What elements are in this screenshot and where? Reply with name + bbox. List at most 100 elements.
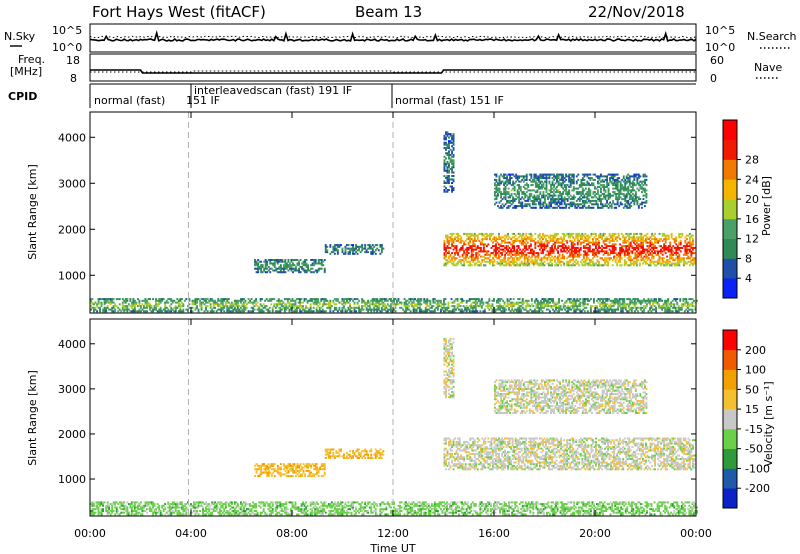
power-cell (132, 298, 135, 301)
power-cell (341, 298, 344, 301)
power-cell (489, 253, 491, 256)
power-cell (513, 246, 516, 249)
power-cell (282, 269, 285, 272)
power-cell (557, 189, 560, 192)
power-cell (553, 198, 555, 201)
power-cell (103, 306, 106, 309)
power-cell (572, 241, 575, 244)
power-cell (176, 306, 179, 309)
power-cell (446, 308, 448, 311)
power-cell (585, 306, 588, 309)
power-cell (608, 248, 611, 251)
power-cell (121, 298, 124, 301)
power-cell (373, 308, 376, 311)
power-cell (657, 262, 659, 265)
power-cell (652, 308, 654, 311)
power-cell (460, 236, 463, 239)
power-cell (364, 251, 367, 254)
power-cell (631, 199, 634, 202)
power-cell (467, 308, 470, 311)
power-cell (446, 175, 449, 177)
power-cell (608, 238, 611, 241)
power-cell (515, 180, 518, 183)
power-cell (522, 248, 525, 251)
power-cell (681, 246, 684, 249)
power-cell (356, 303, 359, 306)
power-cell (635, 255, 638, 258)
power-cell (573, 303, 576, 306)
power-cell (638, 252, 641, 255)
power-cell (611, 234, 614, 237)
power-cell (509, 305, 512, 308)
power-cell (299, 299, 301, 302)
power-cell (658, 238, 661, 241)
power-cell (639, 203, 642, 206)
power-cell (597, 203, 599, 206)
power-cell (578, 196, 581, 199)
power-cell (607, 203, 610, 206)
power-cell (618, 205, 621, 208)
power-cell (577, 303, 580, 306)
power-cell (624, 180, 627, 183)
power-cell (526, 238, 529, 241)
power-cell (613, 203, 616, 206)
power-cell (542, 250, 544, 253)
power-cell (561, 253, 564, 256)
power-cell (630, 205, 633, 208)
power-cell (616, 196, 619, 199)
power-cell (594, 305, 597, 308)
power-cell (267, 259, 270, 261)
power-cell (606, 175, 608, 178)
power-cell (344, 245, 347, 248)
power-cell (448, 246, 450, 249)
power-cell (554, 243, 556, 246)
power-cell (379, 252, 382, 255)
power-cell (693, 257, 696, 260)
power-cell (317, 267, 320, 270)
power-cell (326, 303, 329, 306)
power-cell (616, 173, 619, 176)
power-cell (556, 185, 558, 188)
power-cell (571, 301, 574, 304)
power-cell (443, 239, 446, 242)
power-cell (536, 177, 539, 180)
power-cell (519, 241, 522, 244)
power-cell (606, 184, 608, 187)
power-cell (649, 308, 651, 311)
power-cell (542, 243, 544, 246)
power-cell (560, 199, 563, 202)
power-cell (639, 198, 642, 201)
power-cell (670, 305, 673, 308)
power-cell (447, 301, 450, 304)
power-cell (600, 301, 603, 304)
power-cell (479, 241, 482, 244)
power-cell (664, 238, 667, 241)
power-cell (600, 191, 602, 194)
power-cell (573, 260, 576, 263)
station-title: Fort Hays West (fitACF) (92, 3, 266, 21)
power-cell (571, 201, 574, 204)
power-cell (631, 245, 634, 248)
power-cell (555, 308, 557, 311)
power-cell (238, 299, 241, 302)
power-cell (532, 305, 535, 308)
power-cell (623, 305, 626, 308)
power-cell (617, 234, 620, 237)
power-cell (584, 250, 587, 253)
power-cell (570, 245, 573, 248)
power-cell (607, 194, 610, 197)
power-cell (628, 189, 631, 192)
power-cell (490, 260, 493, 263)
power-cell (446, 241, 449, 244)
power-cell (594, 173, 596, 176)
power-cell (624, 308, 627, 311)
power-cell (475, 253, 478, 256)
power-cell (592, 199, 595, 202)
power-cell (124, 301, 127, 304)
power-cell (156, 303, 159, 306)
power-cell (326, 306, 329, 309)
power-cell (111, 310, 114, 313)
power-cell (497, 192, 499, 195)
power-cell (520, 250, 523, 253)
power-cell (90, 305, 92, 308)
